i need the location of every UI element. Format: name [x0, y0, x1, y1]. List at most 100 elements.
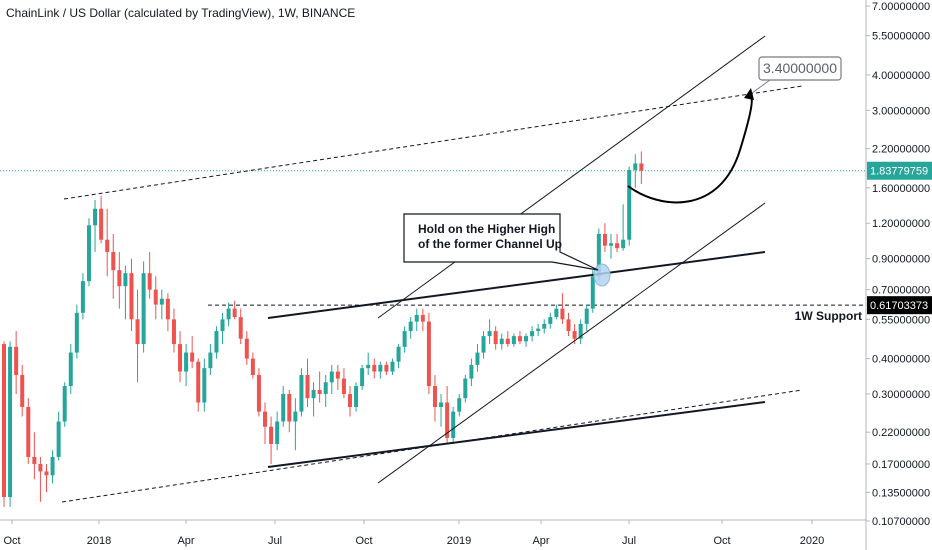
candle-body — [226, 308, 231, 320]
x-tick-label: Oct — [3, 535, 20, 547]
target-label-text: 3.40000000 — [763, 60, 837, 76]
candle-body — [129, 273, 134, 320]
candle-body — [378, 364, 383, 372]
candle-body — [220, 319, 225, 332]
candle-body — [93, 208, 98, 226]
candle — [56, 411, 61, 461]
y-tick-label: 0.17000000 — [872, 459, 930, 471]
candle — [305, 358, 310, 407]
candle — [14, 331, 19, 395]
candle-body — [202, 368, 207, 403]
candle-body — [609, 243, 613, 246]
candle-body — [14, 346, 19, 376]
candle — [432, 375, 437, 422]
candle-body — [414, 314, 419, 322]
candle — [445, 386, 450, 444]
x-tick-label: Oct — [713, 535, 730, 547]
candle — [184, 344, 189, 387]
candle — [208, 344, 213, 376]
candle — [481, 331, 486, 359]
candle — [335, 364, 340, 390]
annotation-callout-box — [403, 213, 599, 271]
candle — [202, 358, 207, 412]
candle-body — [99, 208, 104, 240]
candle — [269, 416, 274, 464]
candle — [341, 368, 346, 399]
candle-body — [463, 378, 468, 399]
candle-body — [384, 364, 389, 372]
candle-body — [372, 364, 377, 372]
candle-body — [305, 375, 310, 399]
candle-body — [560, 308, 565, 320]
candle — [487, 319, 492, 345]
candle — [627, 166, 632, 246]
candle — [117, 252, 122, 309]
y-tick-label: 0.10700000 — [872, 516, 930, 528]
current-price-label-text: 1.83779759 — [870, 166, 928, 178]
candle — [256, 368, 261, 417]
y-tick-label: 0.22000000 — [872, 427, 930, 439]
candle — [511, 333, 516, 347]
candle-body — [341, 378, 346, 395]
candle — [426, 312, 431, 395]
candle — [62, 382, 67, 427]
candle — [609, 233, 613, 259]
candle-body — [178, 344, 183, 372]
candle — [536, 323, 541, 337]
candle-body — [256, 375, 261, 412]
candle — [493, 326, 498, 350]
y-tick-label: 0.30000000 — [872, 389, 930, 401]
candle — [74, 304, 79, 359]
candle-body — [232, 308, 237, 318]
y-tick-label: 0.55000000 — [872, 314, 930, 326]
candle — [420, 308, 425, 332]
candle-body — [244, 338, 249, 359]
candle-body — [299, 375, 304, 412]
candle-body — [111, 252, 116, 271]
candle-body — [62, 386, 67, 422]
y-tick-label: 1.20000000 — [872, 218, 930, 230]
candle — [196, 358, 201, 412]
candle — [32, 432, 37, 480]
candle-body — [32, 456, 37, 464]
candle — [621, 204, 626, 251]
y-tick-label: 0.90000000 — [872, 254, 930, 266]
candle-body — [165, 298, 170, 320]
x-tick-label: Apr — [177, 535, 194, 547]
x-tick-label: 2020 — [800, 535, 824, 547]
candle — [159, 289, 164, 320]
candle-body — [530, 331, 535, 337]
support-price-label-bg — [867, 296, 932, 315]
candle-body — [475, 352, 480, 365]
candle-body — [360, 368, 365, 387]
y-tick-label: 0.70000000 — [872, 285, 930, 297]
candle — [602, 223, 607, 253]
projection-arrowhead — [744, 88, 754, 100]
candle — [439, 394, 444, 427]
candle-body — [572, 331, 577, 339]
y-tick-label: 0.13500000 — [872, 487, 930, 499]
candle-body — [542, 323, 547, 329]
upper-dashed-channel-line — [63, 85, 803, 200]
candle-body — [105, 239, 110, 253]
candle-body — [578, 323, 583, 339]
candle-body — [287, 394, 292, 422]
candle-body — [329, 371, 334, 383]
candle-body — [214, 331, 219, 353]
candle-body — [311, 389, 316, 399]
candle — [287, 389, 292, 433]
candle-body — [281, 394, 286, 422]
candle-body — [335, 371, 340, 379]
x-tick-label: Jul — [268, 535, 282, 547]
candle-body — [68, 352, 73, 387]
candle — [360, 364, 365, 390]
chart-title: ChainLink / US Dollar (calculated by Tra… — [6, 6, 356, 20]
candle-body — [26, 406, 31, 457]
candle — [111, 233, 116, 299]
candle — [2, 341, 6, 507]
candle — [20, 364, 25, 417]
candle — [250, 352, 255, 379]
candle — [317, 371, 322, 403]
